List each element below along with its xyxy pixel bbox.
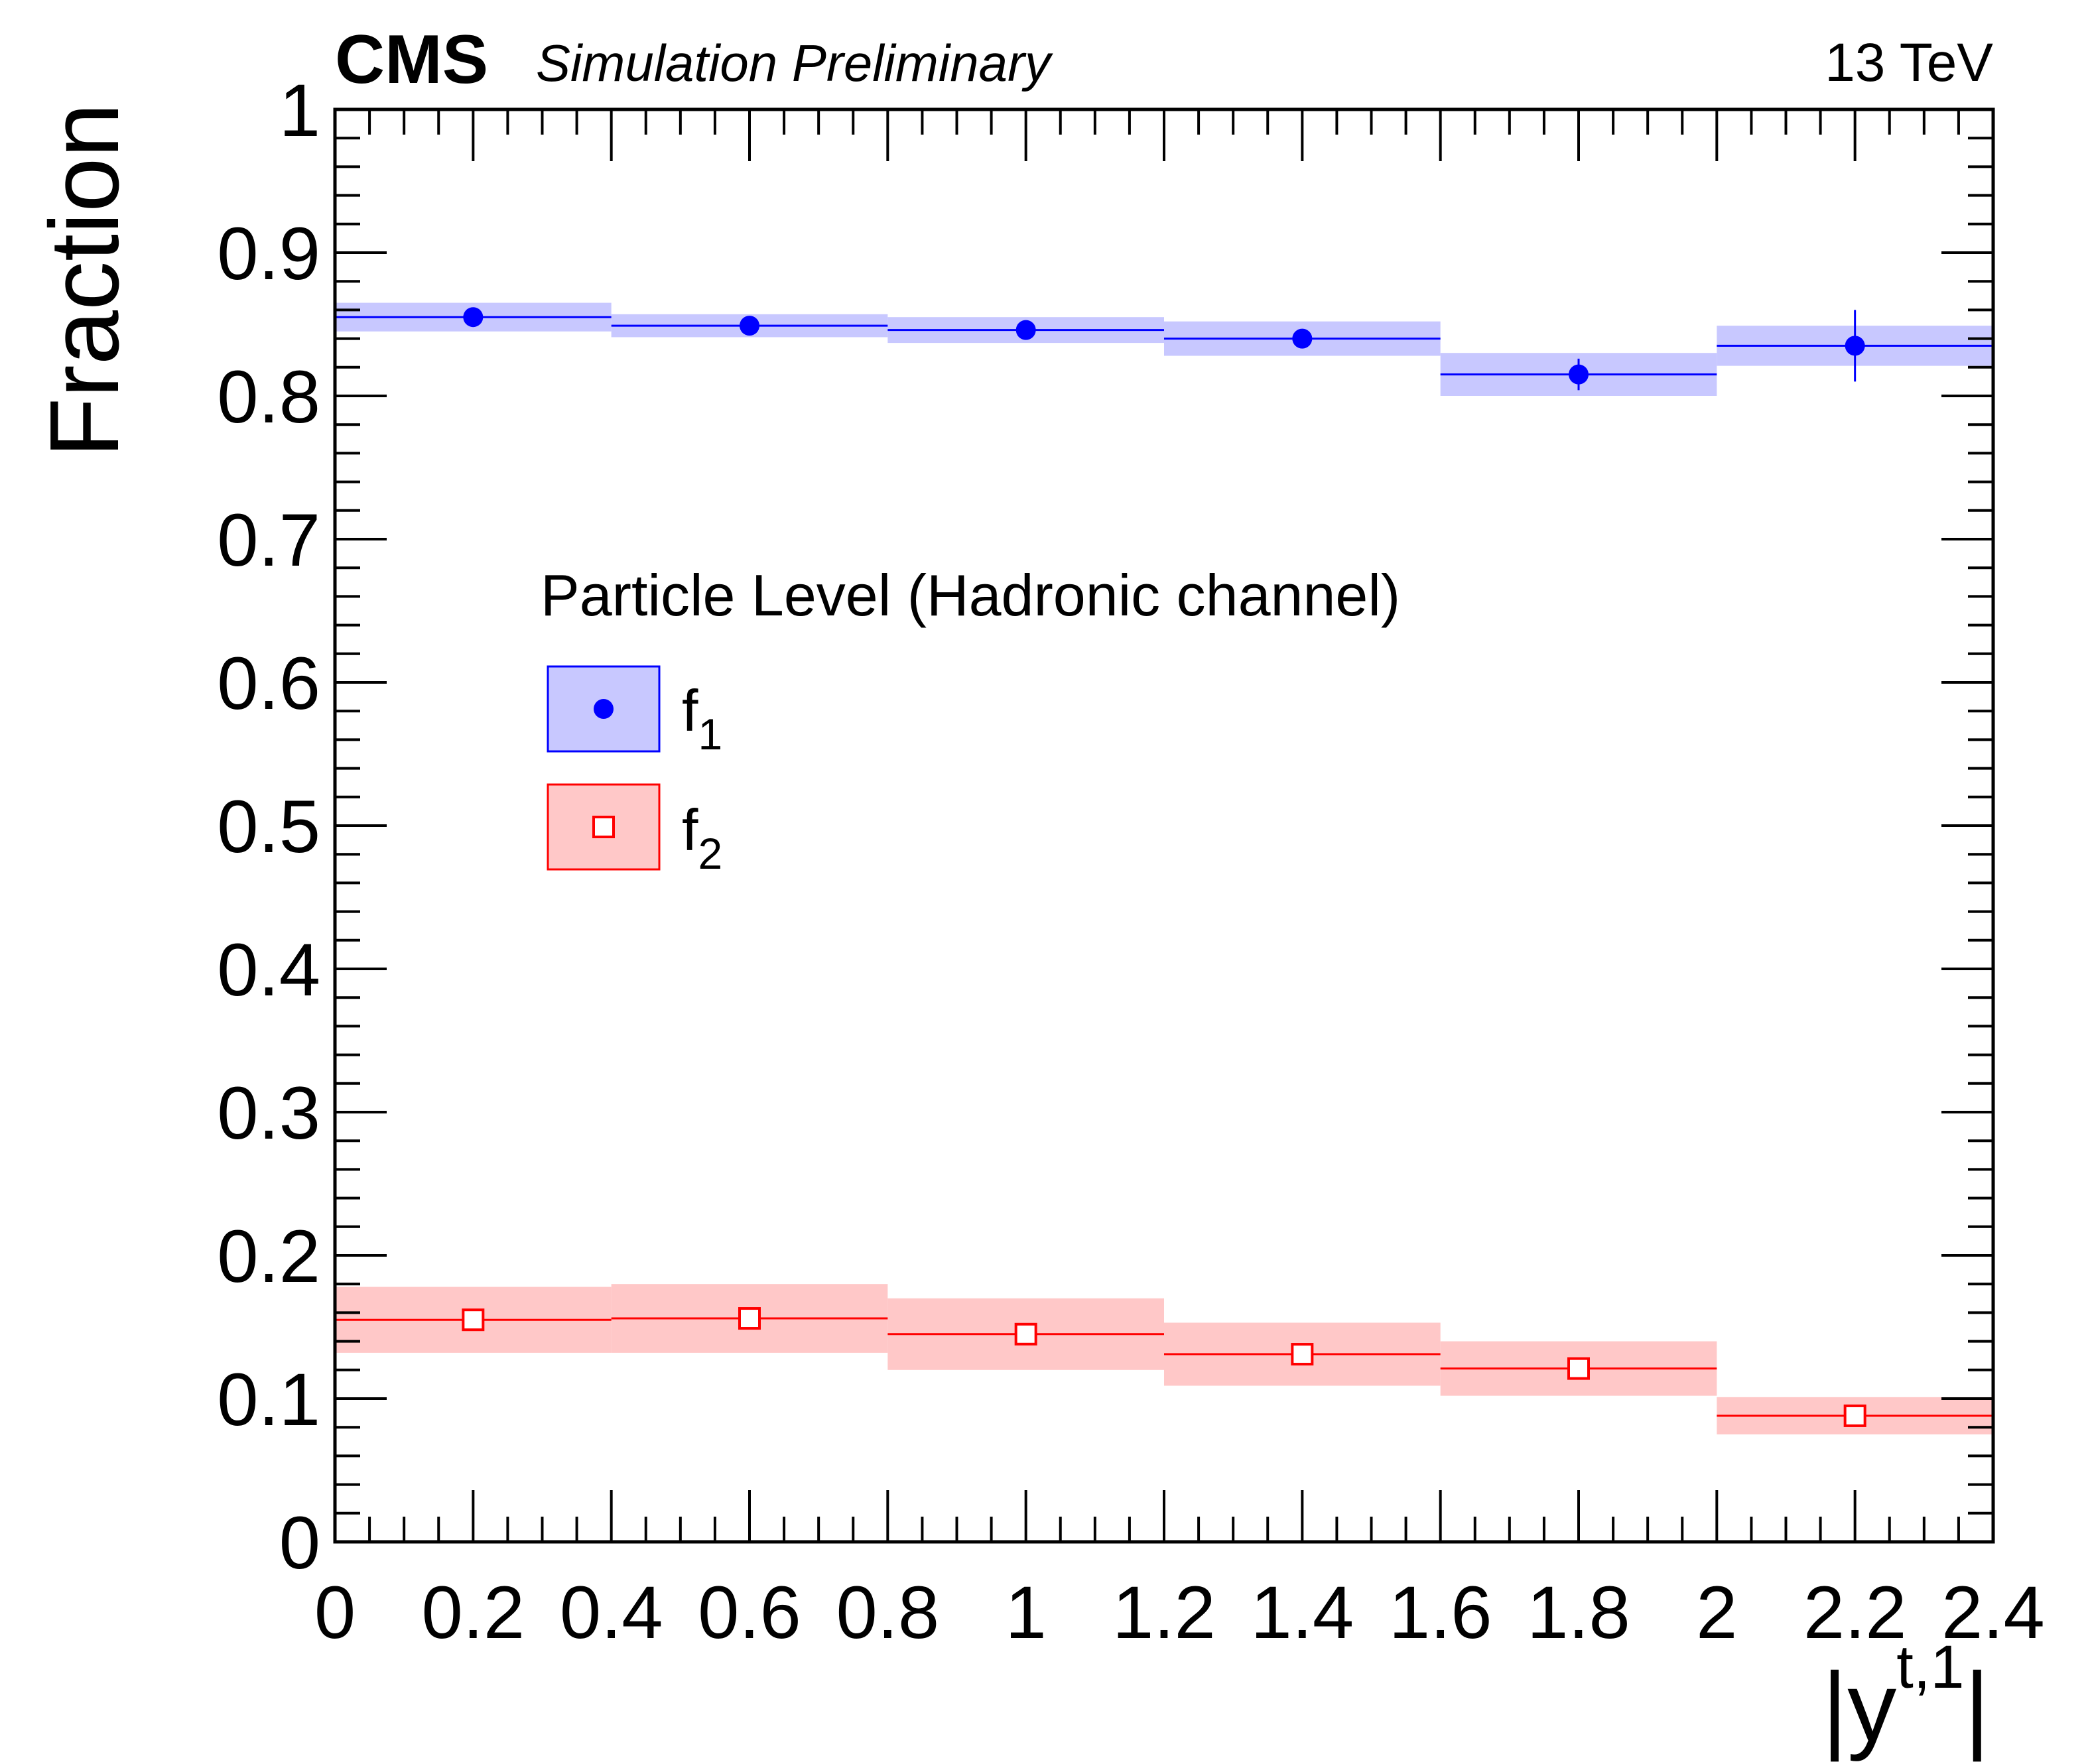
x-tick-label-5: 1	[1006, 1571, 1047, 1654]
y-axis-title: Fraction	[30, 103, 139, 458]
legend-title: Particle Level (Hadronic channel)	[541, 562, 1400, 628]
y-tick-labels: 0 0.1 0.2 0.3 0.4 0.5 0.6 0.7 0.8 0.9 1	[217, 69, 320, 1584]
y-tick-label-3: 0.3	[217, 1072, 320, 1155]
x-tick-label-9: 1.8	[1527, 1571, 1630, 1654]
x-axis-title: |yt,1|	[1822, 1633, 1990, 1762]
x-tick-label-10: 2	[1696, 1571, 1737, 1654]
y-tick-label-6: 0.6	[217, 642, 320, 725]
legend-label-f1-base: f	[682, 678, 698, 743]
x-tick-label-11: 2.2	[1803, 1571, 1907, 1654]
x-tick-label-0: 0	[314, 1571, 356, 1654]
x-tick-label-2: 0.4	[560, 1571, 663, 1654]
legend-marker-f1	[594, 699, 614, 719]
status-label: Simulation Preliminary	[536, 34, 1053, 92]
y-tick-label-8: 0.8	[217, 355, 320, 438]
x-tick-label-1: 0.2	[421, 1571, 525, 1654]
x-tick-label-7: 1.4	[1250, 1571, 1354, 1654]
legend-label-f2-base: f	[682, 797, 698, 863]
y-tick-label-4: 0.4	[217, 928, 320, 1011]
x-tick-label-6: 1.2	[1112, 1571, 1216, 1654]
axis-ticks	[334, 108, 1994, 1543]
point-s2-2	[1014, 1322, 1037, 1346]
legend-label-f2: f2	[682, 797, 722, 878]
energy-label: 13 TeV	[1825, 32, 1993, 93]
x-tick-labels: 0 0.2 0.4 0.6 0.8 1 1.2 1.4 1.6 1.8 2 2.2 2.4	[314, 1571, 2045, 1654]
point-s1-3	[1292, 328, 1313, 349]
point-s1-1	[740, 316, 759, 336]
legend-marker-f2	[592, 816, 615, 838]
y-tick-label-0: 0	[279, 1501, 320, 1584]
legend-item-f2: f2	[547, 783, 722, 878]
x-tick-label-12: 2.4	[1941, 1571, 2045, 1654]
y-tick-label-2: 0.2	[217, 1215, 320, 1298]
point-s2-3	[1291, 1343, 1314, 1366]
point-s2-5	[1843, 1404, 1866, 1427]
point-s1-5	[1845, 336, 1865, 356]
y-tick-label-9: 0.9	[217, 212, 320, 295]
experiment-label: CMS	[335, 21, 488, 98]
x-axis-title-close: |	[1965, 1653, 1990, 1762]
point-s1-4	[1569, 364, 1589, 385]
x-tick-label-4: 0.8	[836, 1571, 939, 1654]
legend-label-f1-sub: 1	[698, 710, 722, 759]
legend-label-f1: f1	[682, 678, 722, 759]
point-s2-4	[1567, 1357, 1590, 1380]
y-tick-label-7: 0.7	[217, 499, 320, 582]
point-s1-2	[1015, 320, 1036, 340]
point-s1-0	[463, 307, 484, 328]
legend: Particle Level (Hadronic channel) f1 f2	[541, 562, 1400, 878]
point-s2-1	[738, 1307, 761, 1330]
point-s2-0	[462, 1308, 485, 1332]
x-tick-label-3: 0.6	[698, 1571, 801, 1654]
y-tick-label-5: 0.5	[217, 785, 320, 868]
x-axis-title-base: |y	[1822, 1653, 1896, 1762]
x-tick-label-8: 1.6	[1389, 1571, 1492, 1654]
x-axis-title-sup: t,1	[1896, 1633, 1964, 1701]
legend-label-f2-sub: 2	[698, 829, 722, 878]
y-tick-label-1: 0.1	[217, 1358, 320, 1441]
y-tick-label-10: 1	[279, 69, 320, 152]
legend-item-f1: f1	[547, 665, 722, 759]
data-series	[335, 307, 1993, 1427]
